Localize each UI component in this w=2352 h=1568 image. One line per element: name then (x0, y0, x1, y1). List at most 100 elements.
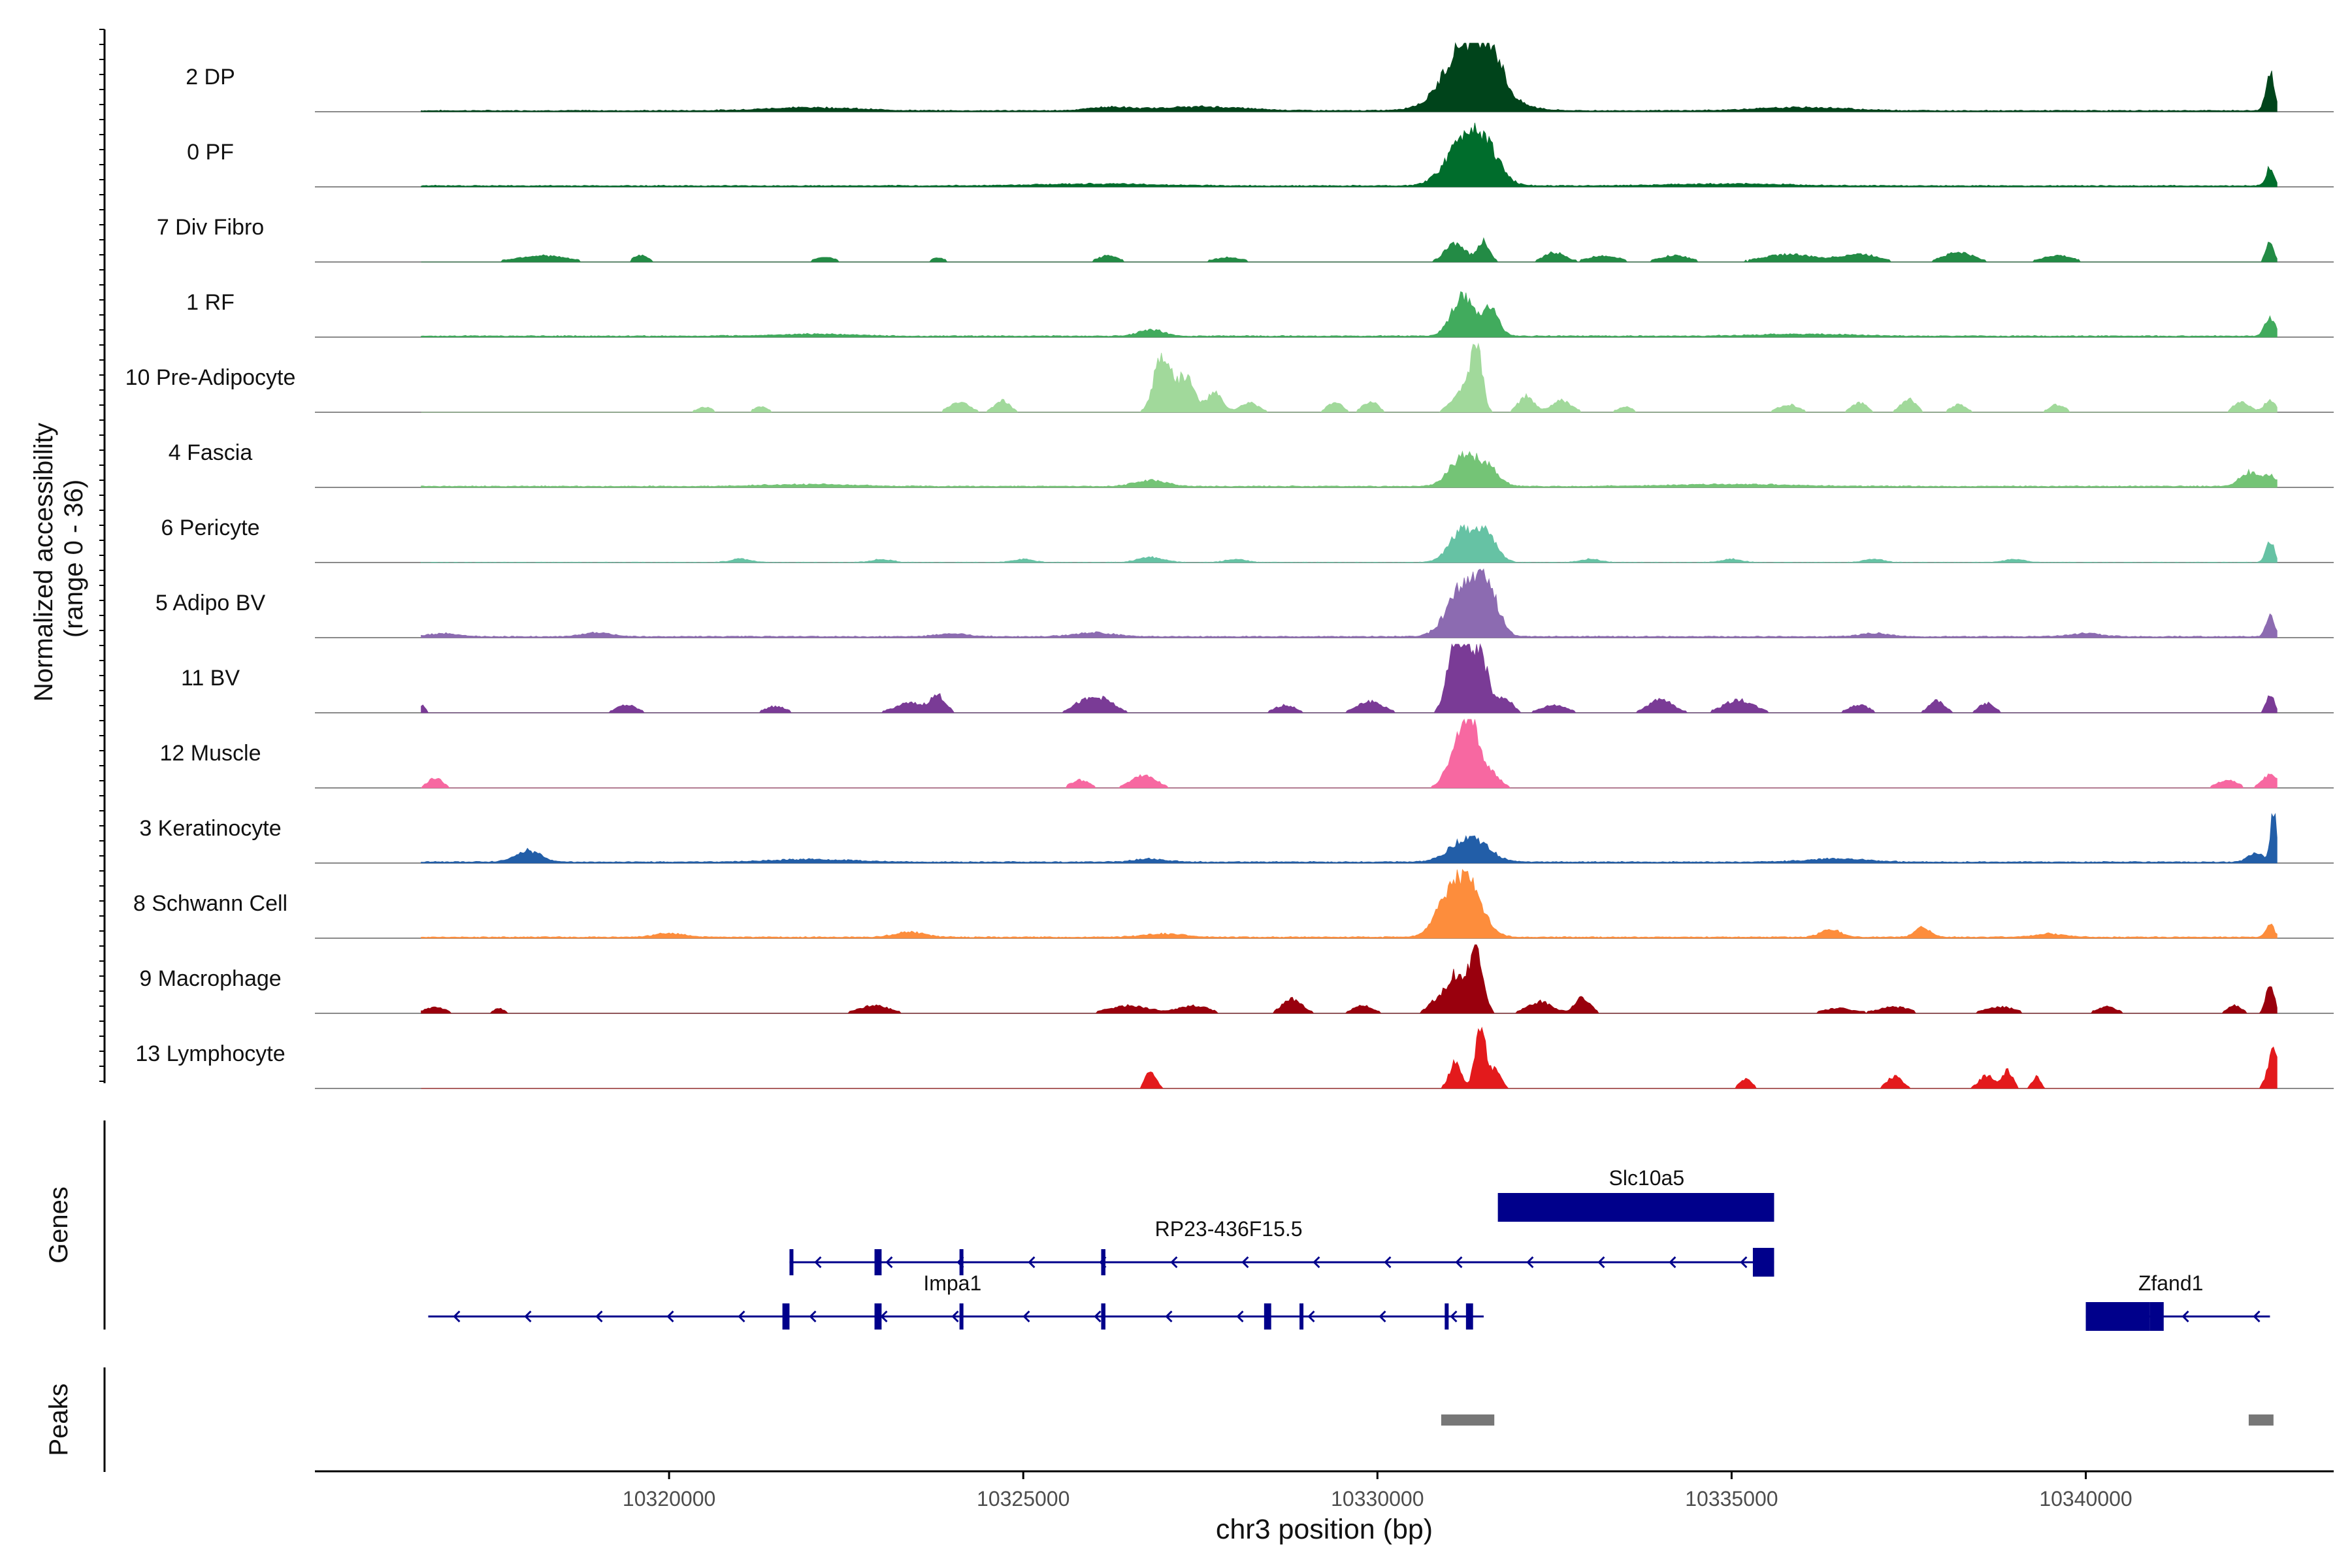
genes-panel-label: Genes (44, 1186, 73, 1264)
peak-regions (1441, 1414, 2274, 1426)
x-axis-ticks: 10320000 10325000 10330000 10335000 10340000 (623, 1471, 2132, 1511)
exon-block (2085, 1302, 2150, 1331)
strand-arrow (1094, 1310, 1102, 1323)
strand-arrow (1028, 1256, 1036, 1269)
strand-arrow (1450, 1310, 1458, 1323)
track-6-pericyte: 6 Pericyte (161, 515, 2334, 563)
coverage-area (421, 524, 2278, 563)
strand-arrow (524, 1310, 532, 1323)
strand-arrow (1236, 1310, 1244, 1323)
strand-arrow (2181, 1310, 2189, 1323)
exon-block (1101, 1249, 1105, 1275)
strand-arrow (1526, 1256, 1534, 1269)
peak-region (2248, 1414, 2274, 1426)
coverage-area (421, 1026, 2278, 1089)
strand-arrow (1313, 1256, 1320, 1269)
exon-block (1299, 1303, 1304, 1330)
coverage-area (421, 342, 2278, 413)
gene-slc10a5: Slc10a5 (1497, 1166, 1774, 1222)
track-5-adipo-bv: 5 Adipo BV (155, 568, 2334, 638)
track-11-bv: 11 BV (181, 643, 2334, 713)
exon-block (959, 1303, 964, 1330)
exon-block (789, 1249, 794, 1275)
coverage-y-ticks (99, 29, 105, 1082)
coverage-area (421, 42, 2278, 112)
x-tick-label: 10335000 (1685, 1487, 1778, 1511)
coverage-tracks: 2 DP 0 PF 7 Div Fibro 1 RF 10 Pre-Adipocyte 4… (125, 42, 2334, 1089)
peak-region (1441, 1414, 1495, 1426)
gene-zfand1: Zfand1 (2085, 1271, 2270, 1331)
strand-arrow (1241, 1256, 1249, 1269)
gene-label: RP23-436F15.5 (1155, 1217, 1303, 1241)
track-label: 12 Muscle (160, 741, 261, 766)
x-tick-label: 10340000 (2039, 1487, 2132, 1511)
strand-arrow (2253, 1310, 2261, 1323)
coverage-area (421, 944, 2278, 1014)
exon-block (874, 1249, 882, 1275)
exon-block (782, 1303, 790, 1330)
track-label: 0 PF (187, 140, 234, 165)
track-label: 5 Adipo BV (155, 591, 266, 615)
track-label: 9 Macrophage (139, 966, 281, 991)
strand-arrow (880, 1310, 888, 1323)
strand-arrow (1455, 1256, 1463, 1269)
strand-arrow (1379, 1310, 1386, 1323)
track-1-rf: 1 RF (186, 290, 2334, 338)
track-label: 1 RF (186, 290, 235, 315)
gene-label: Slc10a5 (1609, 1166, 1684, 1190)
strand-arrow (809, 1310, 817, 1323)
coverage-area (421, 813, 2278, 864)
strand-arrow (666, 1310, 674, 1323)
strand-arrow (1165, 1310, 1173, 1323)
strand-arrow (951, 1310, 959, 1323)
track-label: 2 DP (186, 65, 235, 90)
coverage-area (420, 719, 2278, 789)
track-4-fascia: 4 Fascia (169, 440, 2334, 488)
strand-arrow (885, 1256, 893, 1269)
coverage-area (421, 122, 2278, 188)
track-7-div-fibro: 7 Div Fibro (157, 215, 2334, 263)
gene-label: Impa1 (923, 1271, 981, 1295)
track-label: 3 Keratinocyte (139, 816, 281, 841)
strand-arrow (1022, 1310, 1030, 1323)
track-label: 11 BV (181, 666, 240, 691)
strand-arrow (595, 1310, 603, 1323)
gene-annotations: Slc10a5 RP23-436F15.5 Impa1 Zfand1 (428, 1166, 2270, 1331)
exon-block (1752, 1248, 1774, 1277)
y-axis-title-line2: (range 0 - 36) (59, 480, 88, 638)
exon-block (874, 1303, 882, 1330)
track-0-pf: 0 PF (187, 122, 2334, 188)
x-tick-label: 10325000 (977, 1487, 1070, 1511)
track-2-dp: 2 DP (186, 42, 2334, 112)
y-axis-title: Normalized accessibility (range 0 - 36) (29, 416, 88, 702)
gene-label: Zfand1 (2138, 1271, 2204, 1295)
gene-impa1: Impa1 (428, 1271, 1484, 1330)
strand-arrow (1669, 1256, 1676, 1269)
coverage-area (421, 568, 2278, 638)
strand-arrow (1170, 1256, 1178, 1269)
exon-block (1445, 1303, 1449, 1330)
strand-arrow (1384, 1256, 1392, 1269)
coverage-area (421, 291, 2278, 338)
track-13-lymphocyte: 13 Lymphocyte (135, 1026, 2334, 1089)
track-8-schwann-cell: 8 Schwann Cell (133, 869, 2334, 939)
coverage-area (421, 643, 2278, 713)
track-label: 8 Schwann Cell (133, 891, 287, 916)
exon-block (1497, 1193, 1774, 1222)
exon-block (1101, 1303, 1105, 1330)
y-axis-title-line1: Normalized accessibility (29, 423, 58, 702)
exon-block (959, 1249, 964, 1275)
track-12-muscle: 12 Muscle (160, 719, 2334, 789)
coverage-area (421, 450, 2278, 488)
track-label: 6 Pericyte (161, 515, 259, 540)
strand-arrow (814, 1256, 822, 1269)
exon-block (1264, 1303, 1271, 1330)
exon-block (1465, 1303, 1473, 1330)
strand-arrow (1597, 1256, 1605, 1269)
exon-block (2149, 1302, 2164, 1331)
peaks-panel-label: Peaks (44, 1383, 73, 1456)
track-10-pre-adipocyte: 10 Pre-Adipocyte (125, 342, 2334, 413)
track-label: 10 Pre-Adipocyte (125, 365, 296, 390)
track-label: 7 Div Fibro (157, 215, 264, 240)
x-tick-label: 10330000 (1331, 1487, 1424, 1511)
